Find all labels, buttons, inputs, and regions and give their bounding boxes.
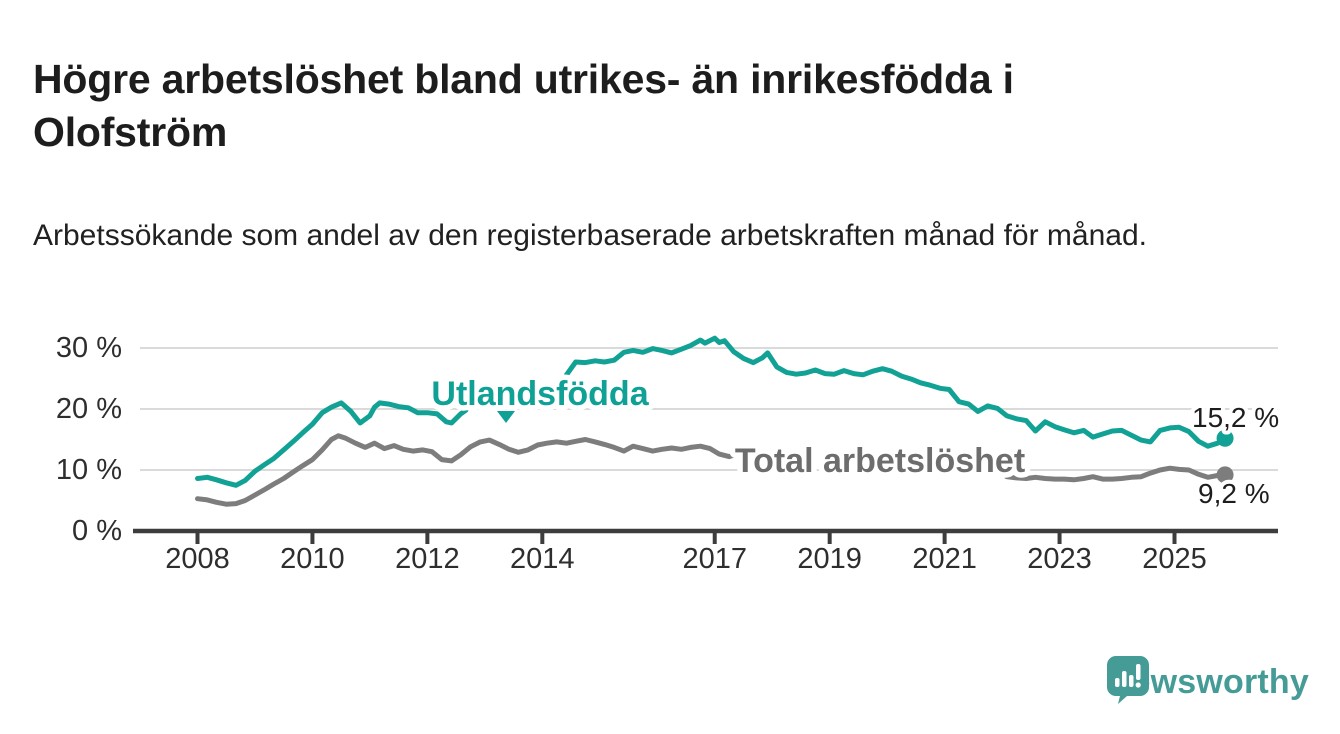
series-label-utlandsfodda: Utlandsfödda (431, 375, 649, 413)
y-tick-label: 10 % (56, 454, 122, 486)
y-tick-label: 20 % (56, 393, 122, 425)
x-tick-label: 2019 (797, 543, 862, 575)
series-line-total-arbetsl-shet (1004, 465, 1228, 483)
newsworthy-speech-bubble-icon (1106, 656, 1149, 704)
x-tick-label: 2017 (682, 543, 747, 575)
x-tick-label: 2008 (165, 543, 230, 575)
gridlines (140, 347, 1278, 471)
series-end-dot-utlandsf-dda (1216, 429, 1234, 447)
x-tick-label: 2025 (1142, 543, 1207, 575)
y-tick-label: 0 % (72, 515, 122, 547)
series-lines (195, 335, 1234, 507)
series-line-utlandsf-dda (564, 335, 1228, 449)
newsworthy-logo: Newsworthy (1106, 656, 1309, 708)
series-label-total-arbetsloshet: Total arbetslöshet (735, 442, 1025, 480)
x-axis: 0 % 10 % 20 % 30 % 2008 2010 2012 2014 2017 2019 2… (56, 332, 1278, 575)
series-line-utlandsf-dda (195, 400, 469, 488)
chart-annotations: Utlandsfödda Total arbetslöshet 15,2 % 9… (426, 370, 1283, 514)
page-title: Högre arbetslöshet bland utrikes- än inr… (33, 56, 1014, 155)
triangle-down-icon (497, 411, 515, 423)
series-end-dot-total-arbetsl-shet (1216, 466, 1234, 484)
series-line-total-arbetsl-shet (195, 433, 751, 507)
chart-subtitle: Arbetssökande som andel av den registerb… (33, 219, 1147, 252)
x-tick-label: 2012 (395, 543, 460, 575)
x-tick-label: 2021 (912, 543, 977, 575)
x-tick-label: 2010 (280, 543, 345, 575)
x-tick-label: 2023 (1027, 543, 1092, 575)
y-tick-label: 30 % (56, 332, 122, 364)
x-tick-label: 2014 (510, 543, 575, 575)
end-value-label-total: 9,2 % (1198, 478, 1270, 509)
end-value-label-utlandsfodda: 15,2 % (1192, 402, 1279, 433)
